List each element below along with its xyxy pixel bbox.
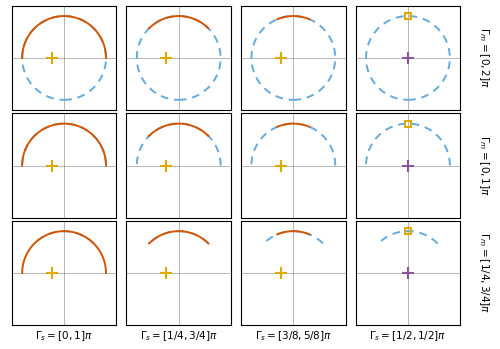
X-axis label: $\Gamma_s=[1/2,1/2]\pi$: $\Gamma_s=[1/2,1/2]\pi$ [370, 330, 446, 343]
Y-axis label: $\Gamma_m=[0,1]\pi$: $\Gamma_m=[0,1]\pi$ [477, 135, 491, 196]
X-axis label: $\Gamma_s=[3/8,5/8]\pi$: $\Gamma_s=[3/8,5/8]\pi$ [255, 330, 332, 343]
X-axis label: $\Gamma_s=[1/4,3/4]\pi$: $\Gamma_s=[1/4,3/4]\pi$ [140, 330, 218, 343]
Y-axis label: $\Gamma_m=[1/4,3/4]\pi$: $\Gamma_m=[1/4,3/4]\pi$ [477, 232, 491, 314]
Y-axis label: $\Gamma_m=[0,2]\pi$: $\Gamma_m=[0,2]\pi$ [477, 28, 491, 88]
X-axis label: $\Gamma_s=[0,1]\pi$: $\Gamma_s=[0,1]\pi$ [35, 330, 93, 343]
